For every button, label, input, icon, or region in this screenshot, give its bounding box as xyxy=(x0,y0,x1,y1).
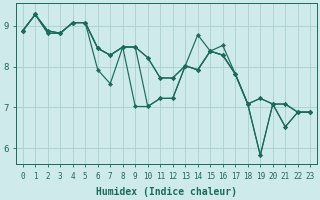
X-axis label: Humidex (Indice chaleur): Humidex (Indice chaleur) xyxy=(96,186,237,197)
